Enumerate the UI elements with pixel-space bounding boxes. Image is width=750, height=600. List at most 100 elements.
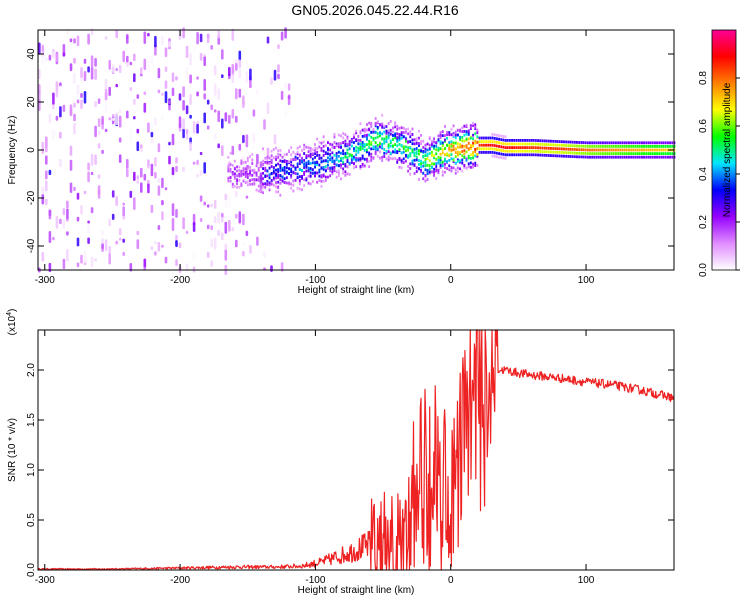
spectrogram-cell: [66, 248, 69, 262]
spectrogram-cell: [556, 143, 559, 147]
spectrogram-cell: [374, 123, 377, 126]
spectrogram-cell: [62, 258, 66, 269]
spectrogram-cell: [309, 162, 312, 165]
spectrogram-cell: [272, 148, 275, 151]
spectrogram-cell: [502, 142, 505, 145]
spectrogram-cell: [452, 148, 455, 152]
spectrogram-cell: [307, 166, 310, 170]
spectrogram-cell: [235, 190, 238, 198]
spectrogram-cell: [647, 155, 650, 159]
spectrogram-cell: [340, 142, 342, 145]
spectrogram-cell: [604, 141, 607, 145]
spectrogram-cell: [383, 141, 386, 145]
spectrogram-cell: [431, 166, 433, 169]
spectrogram-cell: [519, 142, 522, 146]
spectrogram-cell: [437, 134, 440, 138]
spectrogram-cell: [454, 151, 457, 154]
spectrogram-cell: [164, 187, 168, 191]
spectrogram-cell: [409, 152, 412, 155]
spectrogram-cell: [264, 185, 267, 189]
spectrogram-cell: [480, 147, 483, 151]
spectrogram-cell: [463, 130, 466, 133]
snr-y-ticks: 0.00.51.01.52.0: [26, 363, 674, 577]
spectrogram-cell: [493, 133, 496, 137]
spectrogram-cell: [329, 142, 332, 146]
spectrogram-cell: [192, 44, 196, 53]
spectrogram-cell: [617, 155, 620, 159]
spectrogram-cell: [115, 68, 118, 72]
spectrogram-cell: [610, 152, 613, 155]
spectrogram-cell: [251, 182, 254, 186]
spectrogram-cell: [608, 141, 611, 145]
spectrogram-cell: [277, 44, 280, 50]
spectrogram-cell: [213, 216, 217, 223]
spectrogram-cell: [621, 141, 624, 145]
spectrogram-cell: [431, 140, 433, 144]
snr-y-multiplier: (x104): [6, 309, 18, 336]
spectrogram-cell: [498, 141, 500, 145]
spectrogram-cell: [311, 157, 314, 161]
spectrogram-cell: [667, 152, 669, 155]
spectrogram-cell: [236, 174, 238, 178]
spectrogram-cell: [290, 153, 293, 157]
spectrogram-cell: [221, 74, 224, 78]
spectrogram-cell: [257, 179, 260, 182]
spectrogram-cell: [660, 155, 663, 159]
spectrogram-cell: [441, 130, 444, 133]
spectrogram-cell: [573, 155, 576, 159]
spectrogram-cell: [273, 69, 277, 81]
spectrogram-y-tick-label: -20: [26, 190, 37, 205]
spectrogram-cell: [348, 147, 351, 151]
spectrogram-cell: [335, 158, 338, 162]
spectrogram-cell: [305, 164, 308, 167]
spectrogram-cell: [411, 142, 414, 146]
spectrogram-cell: [168, 141, 171, 146]
spectrogram-cell: [359, 167, 362, 170]
spectrogram-cell: [422, 164, 425, 168]
spectrogram-cell: [610, 148, 613, 152]
spectrogram-cell: [476, 135, 479, 139]
spectrogram-cell: [52, 49, 55, 59]
spectrogram-cell: [324, 159, 327, 162]
spectrogram-cell: [632, 155, 635, 159]
spectrogram-cell: [104, 78, 108, 89]
spectrogram-cell: [249, 68, 252, 81]
spectrogram-cell: [294, 155, 297, 159]
spectrogram-cell: [340, 163, 342, 167]
spectrogram-cell: [584, 148, 587, 152]
spectrogram-cell: [413, 154, 416, 157]
spectrogram-cell: [359, 143, 362, 146]
spectrogram-cell: [664, 148, 667, 152]
spectrogram-cell: [374, 150, 377, 154]
spectrogram-cell: [532, 149, 535, 153]
spectrogram-cell: [454, 155, 457, 158]
spectrogram-cell: [469, 125, 472, 129]
spectrogram-cell: [303, 143, 306, 147]
spectrogram-cell: [547, 150, 550, 154]
spectrogram-cell: [48, 209, 52, 217]
spectrogram-cell: [340, 166, 342, 169]
spectrogram-cell: [275, 176, 277, 180]
spectrogram-cell: [541, 143, 544, 146]
spectrogram-cell: [649, 148, 652, 152]
spectrogram-cell: [450, 166, 453, 169]
spectrogram-cell: [576, 155, 578, 159]
spectrogram-cell: [348, 153, 351, 156]
spectrogram-cell: [357, 142, 360, 146]
spectrogram-cell: [584, 152, 587, 155]
spectrogram-cell: [405, 153, 407, 157]
spectrogram-cell: [424, 164, 427, 168]
spectrogram-cell: [296, 176, 299, 180]
spectrogram-cell: [126, 110, 129, 119]
spectrogram-cell: [452, 141, 455, 145]
spectrogram-cell: [604, 152, 607, 155]
spectrogram-cell: [203, 79, 206, 91]
spectrogram-cell: [376, 127, 379, 131]
spectrogram-cell: [411, 162, 414, 165]
spectrogram-cell: [541, 139, 544, 143]
spectrogram-cell: [502, 135, 505, 138]
spectrogram-cell: [281, 155, 284, 159]
snr-x-label: Height of straight line (km): [298, 585, 415, 596]
spectrogram-cell: [228, 195, 231, 207]
spectrogram-cell: [333, 169, 336, 172]
